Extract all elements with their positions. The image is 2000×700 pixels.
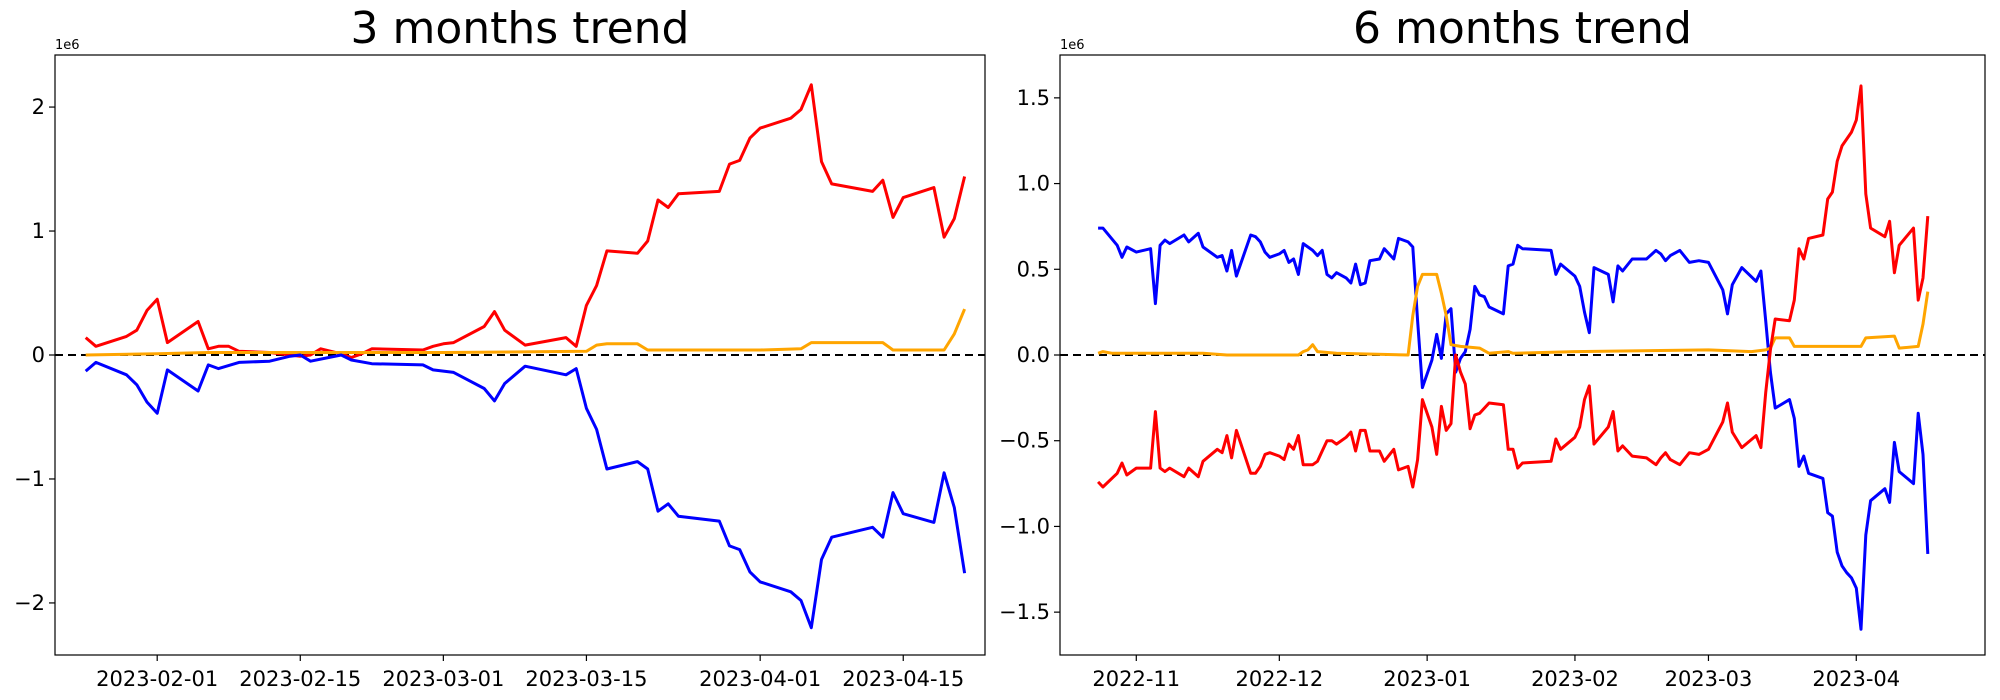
x-tick-label: 2023-02-15 <box>239 667 361 691</box>
y-tick-label: 2 <box>32 95 45 119</box>
y-tick-label: −2 <box>14 591 45 615</box>
series-line-1 <box>1098 226 1930 631</box>
y-offset-label: 1e6 <box>55 38 80 53</box>
x-tick-label: 2023-03-01 <box>382 667 504 691</box>
y-tick-label: 0.0 <box>1017 343 1050 367</box>
y-tick-label: −0.5 <box>999 429 1050 453</box>
y-offset-label: 1e6 <box>1060 38 1085 53</box>
series-line-1 <box>84 83 967 359</box>
x-tick-label: 2023-03 <box>1665 667 1753 691</box>
chart-panel-2: 6 months trend 1e6 −1.5 −1.0 −0.5 0.0 0.5 1.0 1.… <box>999 3 1986 691</box>
series-line-3 <box>84 353 967 630</box>
x-tick-label: 2022-11 <box>1092 667 1180 691</box>
y-tick-label: 0.5 <box>1017 257 1050 281</box>
y-tick-label: −1.5 <box>999 600 1050 624</box>
x-tick-label: 2023-04-15 <box>842 667 964 691</box>
y-tick-label: 0 <box>32 343 45 367</box>
series-line-2 <box>1097 272 1930 357</box>
y-tick-label: −1 <box>14 467 45 491</box>
y-tick-label: −1.0 <box>999 514 1050 538</box>
y-tick-label: 1.0 <box>1017 172 1050 196</box>
x-tick-label: 2023-03-15 <box>525 667 647 691</box>
y-tick-label: 1 <box>32 219 45 243</box>
chart-title: 6 months trend <box>1353 3 1692 54</box>
x-tick-label: 2023-04-01 <box>699 667 821 691</box>
chart-title: 3 months trend <box>351 3 690 54</box>
series-line-2 <box>85 308 966 357</box>
series-line-3 <box>1097 84 1930 489</box>
chart-panel-1: 3 months trend 1e6 −2 −1 0 1 2 2023-02-01 2023-0… <box>14 3 986 691</box>
x-tick-label: 2023-04 <box>1812 667 1900 691</box>
x-tick-label: 2023-02-01 <box>96 667 218 691</box>
y-tick-label: 1.5 <box>1017 86 1050 110</box>
plot-frame <box>54 54 986 656</box>
x-tick-label: 2023-01 <box>1383 667 1471 691</box>
x-tick-label: 2023-02 <box>1531 667 1619 691</box>
x-tick-label: 2022-12 <box>1235 667 1323 691</box>
